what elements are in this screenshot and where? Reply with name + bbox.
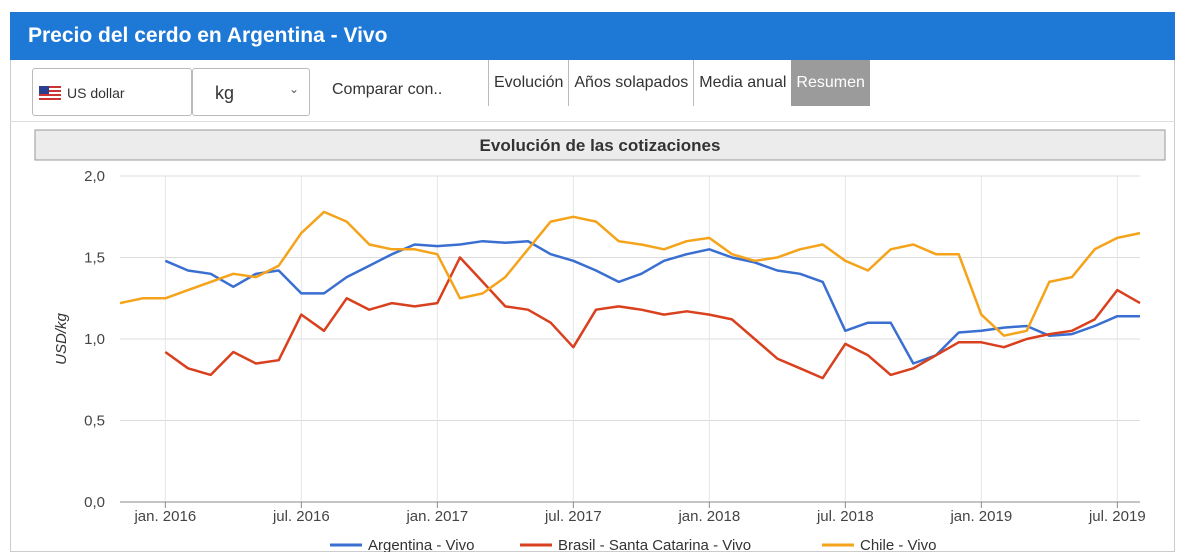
flag-icon bbox=[39, 86, 61, 100]
chart: Evolución de las cotizaciones USD/kg 0,0… bbox=[34, 129, 1166, 552]
y-tick-label: 2,0 bbox=[84, 168, 105, 185]
chart-title-bar bbox=[34, 129, 1166, 161]
tab-active[interactable]: Resumen bbox=[791, 60, 870, 106]
tab[interactable]: Media anual bbox=[693, 60, 791, 106]
tab[interactable]: Años solapados bbox=[568, 60, 693, 106]
y-axis-label: USD/kg bbox=[53, 313, 70, 365]
legend-label: Brasil - Santa Catarina - Vivo bbox=[558, 537, 751, 552]
y-tick-label: 0,0 bbox=[84, 494, 105, 511]
x-tick-label: jan. 2018 bbox=[677, 508, 740, 525]
currency-select[interactable]: US dollar bbox=[32, 68, 192, 116]
unit-label: kg bbox=[215, 83, 235, 103]
currency-label: US dollar bbox=[67, 85, 125, 101]
legend-label: Chile - Vivo bbox=[860, 537, 936, 552]
tab[interactable]: Evolución bbox=[488, 60, 568, 106]
x-tick-label: jan. 2019 bbox=[949, 508, 1012, 525]
compare-button[interactable]: Comparar con.. bbox=[332, 81, 443, 98]
page-title: Precio del cerdo en Argentina - Vivo bbox=[10, 12, 1175, 60]
x-tick-label: jul. 2016 bbox=[272, 508, 330, 525]
toolbar: US dollar kg Comparar con.. Evolución Añ… bbox=[10, 60, 1175, 122]
x-tick-label: jan. 2016 bbox=[133, 508, 196, 525]
x-tick-label: jul. 2017 bbox=[544, 508, 602, 525]
y-tick-label: 1,0 bbox=[84, 331, 105, 348]
series-line bbox=[164, 256, 1141, 380]
x-tick-label: jan. 2017 bbox=[405, 508, 468, 525]
legend-label: Argentina - Vivo bbox=[368, 537, 474, 552]
series-line bbox=[164, 239, 1140, 365]
tabs: Evolución Años solapados Media anual Res… bbox=[488, 60, 870, 106]
series-line bbox=[119, 210, 1141, 337]
y-tick-label: 0,5 bbox=[84, 413, 105, 430]
x-tick-label: jul. 2018 bbox=[816, 508, 874, 525]
chart-title: Evolución de las cotizaciones bbox=[480, 136, 721, 155]
x-tick-label: jul. 2019 bbox=[1088, 508, 1146, 525]
y-tick-label: 1,5 bbox=[84, 250, 105, 267]
unit-select[interactable]: kg bbox=[192, 65, 310, 116]
